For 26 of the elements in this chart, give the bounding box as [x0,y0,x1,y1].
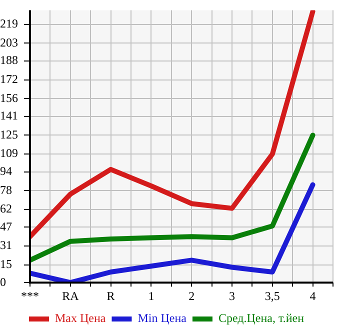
y-tick-label: 62 [0,202,12,216]
x-tick-label: 2 [188,288,195,303]
y-tick-label: 172 [0,72,18,86]
x-tick-label: 4 [310,288,316,303]
y-tick-label: 188 [0,53,18,68]
x-tick-label: 3 [229,288,235,303]
y-tick-label: 0 [0,274,6,289]
x-tick-label: 3,5 [264,288,280,303]
y-tick-label: 109 [0,146,18,160]
y-tick-label: 15 [0,257,12,272]
y-tick-label: 125 [0,127,18,142]
y-tick-label: 31 [0,238,12,252]
y-tick-label: 94 [0,164,12,178]
y-tick-label: 156 [0,90,18,105]
y-tick-label: 78 [0,182,12,197]
x-tick-label: *** [21,288,39,303]
y-tick-label: 219 [0,16,18,31]
y-tick-label: 141 [0,108,18,122]
legend-label: Min Цена [138,311,188,326]
x-tick-label: RA [62,288,80,303]
y-tick-label: 203 [0,35,18,50]
y-tick-label: 47 [0,219,12,234]
x-tick-label: 1 [148,288,154,303]
legend-label: Max Цена [54,311,106,326]
x-tick-label: R [106,288,115,303]
legend-label: Сред.Цена, т.йен [218,311,305,326]
